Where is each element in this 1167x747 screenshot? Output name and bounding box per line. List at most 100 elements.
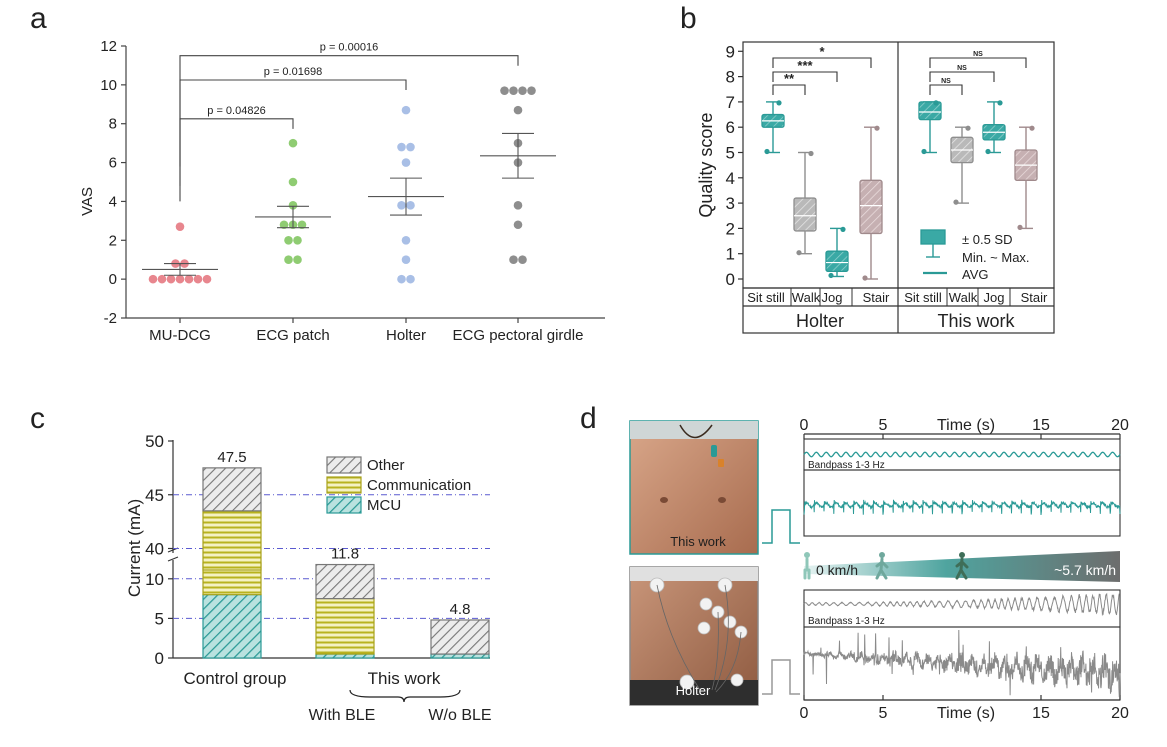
connector-this-work <box>762 509 800 544</box>
data-point <box>401 255 411 265</box>
data-point <box>175 274 185 284</box>
x-tick-label: 0 <box>800 705 809 722</box>
axis-break <box>167 556 179 562</box>
y-axis-label: Quality score <box>696 113 716 218</box>
y-tick-label: 8 <box>109 116 117 133</box>
x-tick-label: 15 <box>1032 417 1050 434</box>
y-tick-label: 8 <box>726 68 735 87</box>
significance-bracket <box>929 57 1027 68</box>
data-point <box>175 222 185 231</box>
x-tick-label: MU-DCG <box>149 327 211 344</box>
category-frame <box>742 287 1055 334</box>
legend-label: MCU <box>367 497 401 514</box>
significance-bracket <box>179 79 407 186</box>
x-tick-label: With BLE <box>309 707 376 724</box>
box-point <box>764 148 770 155</box>
group-label: Holter <box>796 311 844 331</box>
data-point <box>518 86 527 95</box>
x-tick-label: 0 <box>800 417 809 434</box>
data-point <box>518 255 527 265</box>
x-axis-label: Time (s) <box>937 705 995 722</box>
photo-this-work <box>629 420 759 555</box>
trace-this-work-bandpass <box>803 451 1121 458</box>
walker-icon <box>804 552 810 558</box>
connector-holter <box>762 659 800 695</box>
y-axis-label: Current (mA) <box>125 499 144 597</box>
data-point <box>293 255 302 265</box>
device-icon <box>711 445 717 457</box>
data-point <box>288 138 298 148</box>
y-tick-label: 7 <box>726 93 735 112</box>
box-point <box>933 100 939 106</box>
significance-label: *** <box>797 58 813 73</box>
significance-label: * <box>819 44 825 59</box>
data-point <box>284 235 293 245</box>
category-label: Stair <box>863 290 890 305</box>
panel-label-a: a <box>30 2 47 35</box>
significance-bracket <box>179 55 519 167</box>
legend-swatch <box>326 476 362 494</box>
bar-segment <box>430 619 490 655</box>
panel-label-d: d <box>580 402 597 435</box>
y-tick-label: 50 <box>145 432 164 451</box>
walker-icon-body <box>803 557 811 580</box>
data-point <box>513 220 523 230</box>
significance-label: NS <box>957 65 967 72</box>
x-tick-label: Holter <box>386 327 426 344</box>
significance-bracket <box>772 71 838 82</box>
legend-label: Min. ~ Max. <box>962 250 1030 265</box>
data-point <box>284 255 293 265</box>
x-group-label: This work <box>368 669 441 688</box>
y-axis-label: VAS <box>79 187 96 216</box>
y-tick-label: 4 <box>726 169 735 188</box>
panel-a-scatter: -2 0 2 4 6 8 10 12 VAS MU-DCG ECG patch Holter ECG p… <box>79 38 605 344</box>
legend-box-swatch <box>920 229 946 245</box>
data-point <box>397 142 406 152</box>
box-point <box>874 125 880 131</box>
data-point <box>401 158 411 167</box>
y-tick-label: 9 <box>726 42 735 61</box>
x-tick-label: 20 <box>1111 705 1129 722</box>
x-axis-label: Time (s) <box>937 417 995 434</box>
data-point <box>406 274 415 284</box>
bar-segment <box>202 510 262 571</box>
trace-label: Bandpass 1-3 Hz <box>808 460 885 471</box>
x-tick-label: 20 <box>1111 417 1129 434</box>
bar-segment <box>315 597 375 655</box>
box-point <box>840 226 846 232</box>
box-point <box>985 148 991 155</box>
trace-holter-bandpass <box>803 592 1121 617</box>
legend-label: AVG <box>962 267 989 282</box>
data-point <box>509 255 518 265</box>
category-label: Stair <box>1021 290 1048 305</box>
significance-label: p = 0.04826 <box>207 105 265 117</box>
data-point <box>157 274 167 284</box>
significance-label: p = 0.00016 <box>320 42 378 54</box>
data-point <box>166 274 176 284</box>
significance-bracket <box>772 84 806 95</box>
data-point <box>288 201 298 210</box>
data-point <box>202 274 212 284</box>
y-tick-label: 0 <box>109 271 117 288</box>
bar-total-label: 11.8 <box>331 546 359 563</box>
data-point <box>401 235 411 245</box>
y-tick-label: -2 <box>104 310 117 327</box>
x-tick-label: W/o BLE <box>428 707 491 724</box>
data-point <box>500 86 509 95</box>
data-point <box>397 201 406 210</box>
group-brace <box>349 689 461 703</box>
bar-segment <box>202 467 262 512</box>
category-label: Walk <box>792 290 821 305</box>
box-point <box>965 125 971 131</box>
significance-label: NS <box>973 51 983 58</box>
box-point <box>828 272 834 279</box>
box-body <box>918 101 942 121</box>
data-point <box>406 142 415 152</box>
y-tick-label: 10 <box>145 570 164 589</box>
significance-bracket <box>772 57 872 68</box>
x-tick-label: Control group <box>183 669 286 688</box>
data-point <box>148 274 158 284</box>
category-label: Jog <box>984 290 1005 305</box>
box-point <box>921 148 927 155</box>
